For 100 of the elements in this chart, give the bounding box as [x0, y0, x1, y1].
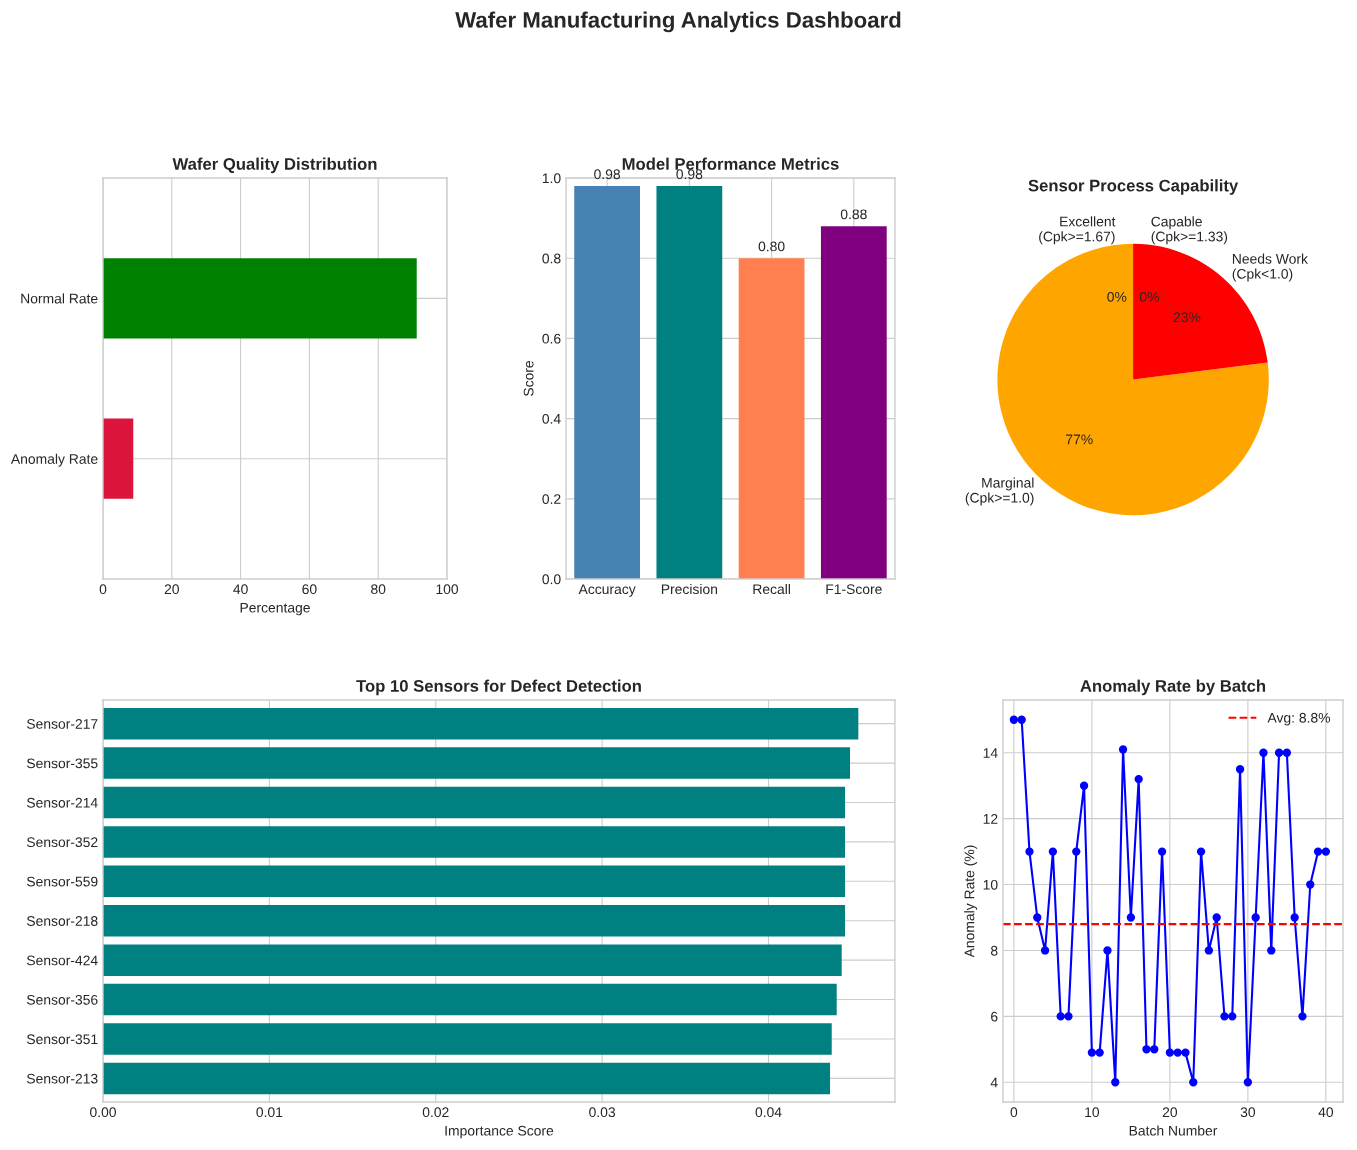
- category-label: Capable (Cpk>=1.33): [1151, 216, 1228, 245]
- x-tick-label: 0.00: [90, 1107, 116, 1118]
- point: [1025, 847, 1034, 856]
- point: [1259, 748, 1268, 757]
- y-tick-label: Sensor-218: [26, 916, 98, 926]
- point: [1040, 946, 1050, 955]
- point: [1064, 1012, 1073, 1021]
- x-tick-label: F1-Score: [826, 584, 882, 595]
- point: [1165, 1048, 1175, 1057]
- point: [1306, 880, 1315, 889]
- x-tick-label: 20: [1162, 1107, 1178, 1118]
- point: [1181, 1048, 1190, 1057]
- point: [1282, 748, 1292, 757]
- chart-title: Wafer Quality Distribution: [172, 157, 377, 174]
- y-tick-label: Sensor-559: [26, 876, 98, 887]
- point: [1157, 847, 1167, 856]
- point: [1173, 1048, 1182, 1057]
- y-tick-label: Sensor-352: [26, 837, 98, 848]
- x-tick-label: 30: [1240, 1107, 1256, 1118]
- point: [1267, 946, 1276, 955]
- chart-title: Top 10 Sensors for Defect Detection: [356, 679, 641, 696]
- y-tick-label: Sensor-213: [26, 1073, 98, 1084]
- point: [1228, 1012, 1237, 1021]
- x-tick-label: 40: [233, 584, 248, 595]
- point: [1118, 745, 1128, 754]
- bar: [656, 186, 723, 580]
- y-tick-label: Sensor-217: [26, 718, 98, 729]
- x-tick-label: Accuracy: [578, 584, 636, 597]
- y-tick-label: Normal Rate: [21, 293, 98, 304]
- chart-title: Sensor Process Capability: [1028, 179, 1239, 195]
- text: Wafer Manufacturing Analytics Dashboard: [455, 11, 901, 33]
- point: [1212, 913, 1221, 922]
- point: [1189, 1078, 1198, 1087]
- y-tick-label: Sensor-356: [26, 994, 98, 1005]
- point: [1321, 847, 1331, 856]
- x-tick-label: 0: [99, 584, 107, 595]
- y-tick-label: Sensor-214: [26, 797, 98, 808]
- data-label: 0.80: [758, 241, 785, 252]
- point: [1298, 1012, 1307, 1021]
- point: [1220, 1012, 1229, 1021]
- point: [1087, 1048, 1097, 1057]
- point: [1033, 913, 1042, 922]
- category-label: Excellent (Cpk>=1.67): [1039, 216, 1116, 245]
- text: 0%: [1139, 291, 1159, 302]
- x-tick-label: 0: [1010, 1107, 1018, 1118]
- point: [1072, 847, 1081, 856]
- data-label: 0.88: [840, 209, 867, 220]
- y-tick-label: Sensor-424: [26, 955, 98, 966]
- point: [1251, 913, 1260, 922]
- text: 0%: [1107, 291, 1127, 302]
- x-axis-title: Importance Score: [445, 1125, 554, 1139]
- y-tick-label: 10: [983, 879, 998, 890]
- slice-label: Marginal (Cpk>=1.0): [965, 477, 1034, 506]
- legend-label: Avg: 8.8%: [1267, 712, 1331, 726]
- bar: [820, 226, 887, 580]
- y-tick-label: 1.0: [542, 173, 561, 184]
- chart-title: Model Performance Metrics: [622, 157, 839, 170]
- y-tick-label: 4: [990, 1077, 998, 1088]
- point: [1079, 781, 1089, 790]
- point: [1111, 1078, 1120, 1087]
- y-axis-title: Score: [523, 361, 534, 397]
- point: [1196, 847, 1206, 856]
- slice-label: Needs Work (Cpk<1.0): [1232, 253, 1308, 282]
- y-tick-label: 0.0: [542, 574, 561, 585]
- y-tick-label: 0.8: [542, 253, 561, 264]
- y-tick-label: Sensor-355: [26, 758, 98, 769]
- point: [1290, 913, 1299, 922]
- data-label: 0.98: [594, 169, 621, 180]
- point: [1235, 765, 1245, 774]
- y-tick-label: 0.4: [542, 413, 561, 424]
- y-tick-label: 0.2: [542, 494, 561, 504]
- x-tick-label: 40: [1318, 1107, 1334, 1118]
- y-tick-label: 6: [991, 1011, 998, 1022]
- x-tick-label: Precision: [661, 583, 718, 595]
- y-tick-label: 14: [983, 748, 998, 758]
- x-tick-label: Recall: [753, 583, 790, 595]
- point: [1274, 748, 1284, 757]
- point: [1048, 847, 1058, 856]
- point: [1103, 946, 1112, 955]
- point: [1142, 1045, 1151, 1054]
- data-label: 77%: [1066, 434, 1093, 445]
- x-tick-label: 80: [371, 584, 386, 595]
- y-axis-title: Anomaly Rate (%): [964, 845, 978, 958]
- y-tick-label: Sensor-351: [26, 1034, 98, 1045]
- x-axis-title: Percentage: [240, 602, 310, 616]
- point: [1313, 847, 1323, 856]
- x-tick-label: 20: [164, 584, 179, 595]
- chart-title: Anomaly Rate by Batch: [1080, 679, 1266, 696]
- data-label: 23%: [1173, 312, 1201, 323]
- data-label: 0.98: [676, 169, 703, 180]
- point: [1243, 1078, 1253, 1087]
- x-tick-label: 0.02: [422, 1107, 449, 1118]
- x-tick-label: 0.01: [256, 1107, 283, 1118]
- point: [1095, 1048, 1104, 1057]
- point: [1056, 1012, 1065, 1021]
- x-axis-title: Batch Number: [1129, 1125, 1218, 1136]
- bar: [574, 186, 641, 580]
- x-tick-label: 10: [1085, 1107, 1100, 1118]
- x-tick-label: 100: [436, 584, 459, 595]
- point: [1150, 1045, 1159, 1054]
